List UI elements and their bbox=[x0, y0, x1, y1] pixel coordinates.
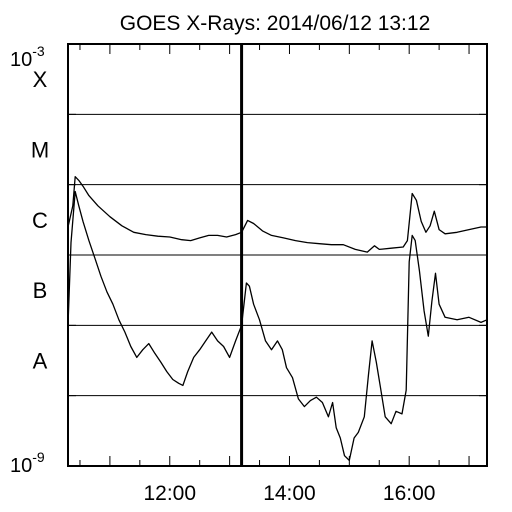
chart-title: GOES X-Rays: 2014/06/12 13:12 bbox=[120, 12, 431, 35]
chart-grid bbox=[68, 113, 487, 397]
y-tick-base: 10 bbox=[10, 455, 32, 477]
y-tick-exponent: -3 bbox=[32, 43, 45, 59]
y-tick-base: 10 bbox=[10, 49, 32, 71]
x-tick-label: 16:00 bbox=[383, 482, 436, 505]
x-tick-label: 12:00 bbox=[143, 482, 196, 505]
x-tick-label: 14:00 bbox=[263, 482, 316, 505]
class-label-x: X bbox=[33, 67, 48, 92]
x-axis: 12:00 14:00 16:00 bbox=[79, 44, 470, 505]
series-line-2 bbox=[67, 190, 488, 462]
class-label-b: B bbox=[33, 278, 48, 303]
chart-series bbox=[67, 176, 488, 462]
class-label-m: M bbox=[31, 138, 49, 163]
series-line-1 bbox=[67, 176, 487, 253]
y-tick-exponent: -9 bbox=[32, 449, 45, 465]
class-label-a: A bbox=[33, 349, 48, 374]
y-tick-label: 10-9 bbox=[10, 449, 45, 477]
y-tick-label: 10-3 bbox=[10, 43, 45, 71]
class-label-c: C bbox=[32, 208, 48, 233]
